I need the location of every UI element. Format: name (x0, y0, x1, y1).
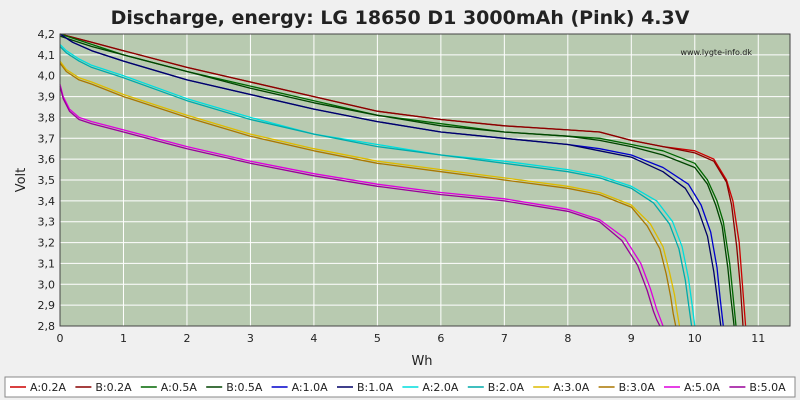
x-tick-label: 2 (183, 332, 190, 345)
legend-entry: B:0.5A (226, 381, 263, 394)
y-tick-label: 4,0 (38, 70, 56, 83)
legend-entry: A:0.2A (30, 381, 67, 394)
y-tick-label: 3,6 (38, 153, 56, 166)
x-tick-label: 1 (120, 332, 127, 345)
y-tick-label: 3,8 (38, 111, 56, 124)
legend-entry: A:2.0A (422, 381, 459, 394)
x-tick-label: 9 (628, 332, 635, 345)
legend-entry: A:1.0A (292, 381, 329, 394)
legend: A:0.2A B:0.2A A:0.5A B:0.5A A:1.0A B:1.0A A:2.… (10, 381, 786, 394)
series-line-b-2-0a (59, 46, 693, 327)
y-tick-label: 3,1 (38, 257, 56, 270)
legend-entry: A:3.0A (553, 381, 590, 394)
x-tick-label: 3 (247, 332, 254, 345)
series-line-b-3-0a (59, 62, 677, 327)
legend-entry: B:3.0A (619, 381, 656, 394)
x-axis-ticks: 0 1 2 3 4 5 6 7 8 9 10 11 (57, 332, 766, 345)
series-line-b-5-0a (59, 85, 661, 327)
y-axis-ticks: 2,8 2,9 3,0 3,1 3,2 3,3 3,4 3,5 3,6 3,7 3,8 3,9 4,0 4… (38, 28, 56, 333)
y-tick-label: 3,9 (38, 91, 56, 104)
x-tick-label: 10 (688, 332, 702, 345)
series-line-a-5-0a (59, 83, 664, 327)
legend-entry: B:2.0A (488, 381, 525, 394)
series-line-a-2-0a (59, 43, 696, 327)
x-tick-label: 11 (751, 332, 765, 345)
x-tick-label: 5 (374, 332, 381, 345)
series-line-a-3-0a (59, 60, 681, 327)
y-tick-label: 3,2 (38, 237, 56, 250)
y-tick-label: 3,7 (38, 132, 56, 145)
x-tick-label: 0 (57, 332, 64, 345)
y-axis-label: Volt (14, 168, 29, 193)
series-line-b-0-2a (59, 33, 744, 327)
x-tick-label: 6 (437, 332, 444, 345)
x-tick-label: 8 (564, 332, 571, 345)
legend-entry: B:1.0A (357, 381, 394, 394)
series-line-b-1-0a (59, 33, 722, 327)
y-tick-label: 4,2 (38, 28, 56, 41)
y-tick-label: 3,5 (38, 174, 56, 187)
y-tick-label: 3,0 (38, 278, 56, 291)
legend-entry: A:5.0A (684, 381, 721, 394)
x-tick-label: 4 (310, 332, 317, 345)
legend-entry: B:5.0A (749, 381, 786, 394)
x-axis-label: Wh (411, 354, 432, 369)
series-line-b-0-5a (59, 35, 735, 327)
series-layer (59, 33, 747, 327)
y-tick-label: 4,1 (38, 49, 56, 62)
x-tick-label: 7 (501, 332, 508, 345)
grid-lines (59, 33, 790, 327)
legend-entry: A:0.5A (161, 381, 198, 394)
legend-entry: B:0.2A (95, 381, 132, 394)
y-tick-label: 2,9 (38, 299, 56, 312)
chart-title: Discharge, energy: LG 18650 D1 3000mAh (… (111, 7, 690, 29)
y-tick-label: 3,4 (38, 195, 56, 208)
plot-frame (59, 33, 791, 327)
watermark-text: www.lygte-info.dk (680, 48, 752, 57)
legend-box (4, 376, 796, 398)
y-tick-label: 3,3 (38, 216, 56, 229)
y-tick-label: 2,8 (38, 320, 56, 333)
